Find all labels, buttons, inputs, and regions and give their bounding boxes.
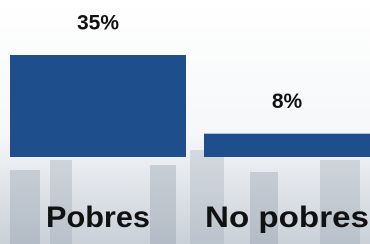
value-label: 35% [77,12,119,35]
chart: 35% Pobres 8% No pobres [0,0,370,244]
bar [204,134,370,157]
value-label: 8% [272,90,303,113]
page: 35%Pobres8%No pobres (() => { const data… [0,0,370,244]
category-label: Pobres [46,201,150,234]
bar [10,55,186,157]
category-label: No pobres [205,201,369,234]
